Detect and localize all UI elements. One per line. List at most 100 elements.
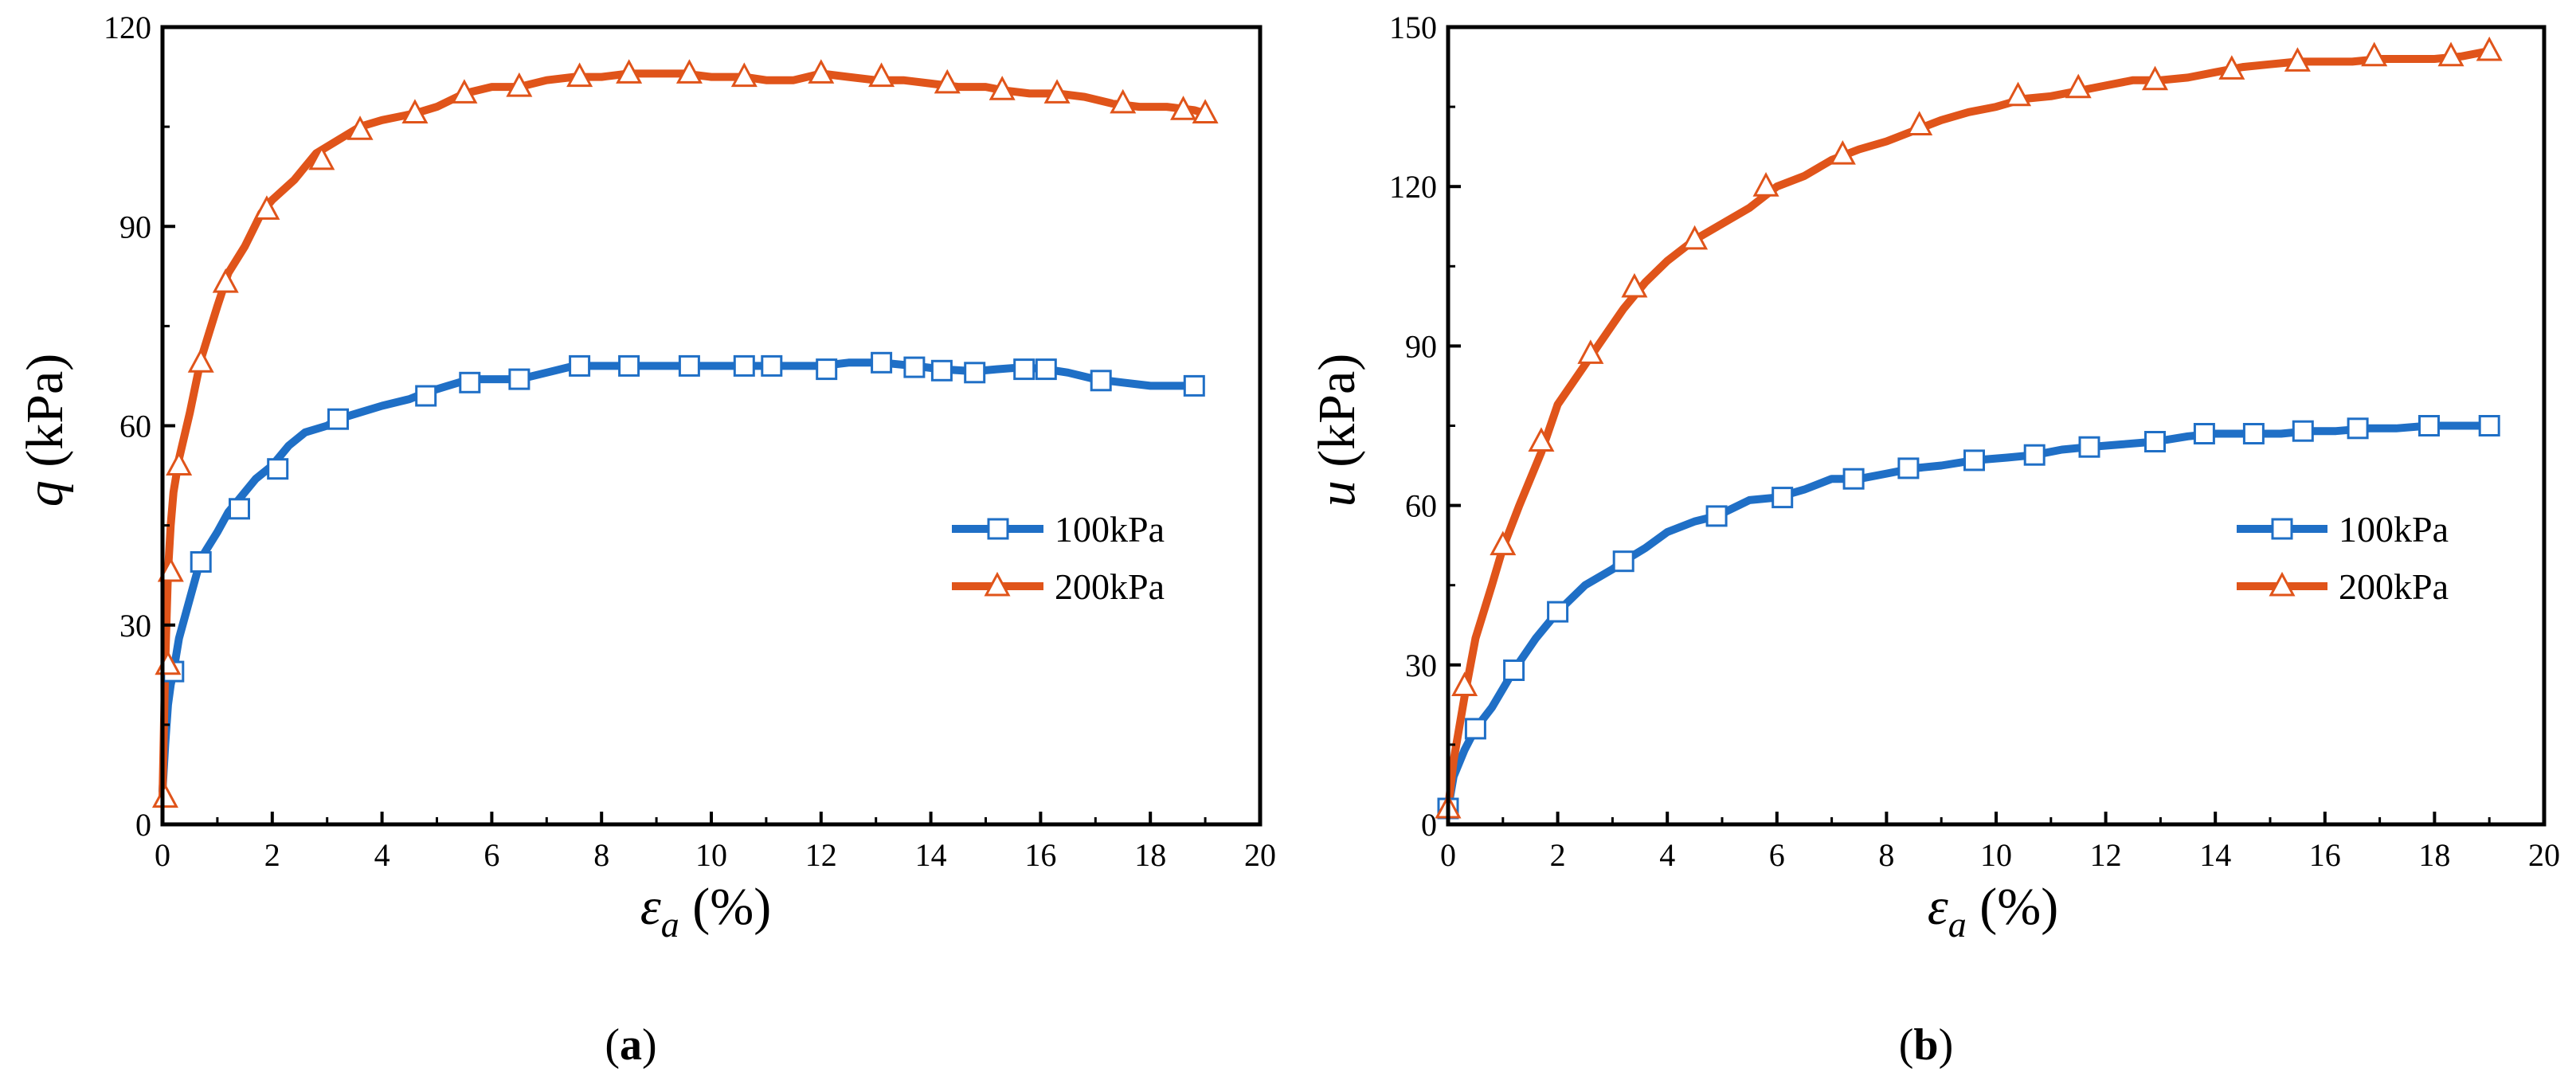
x-tick-label-a: 8 <box>593 837 609 873</box>
marker-b-100 <box>1547 601 1569 623</box>
y-tick-label-b: 150 <box>1389 10 1437 45</box>
marker-a-200 <box>730 62 758 88</box>
x-tick-label-a: 10 <box>695 837 727 873</box>
marker-a-100 <box>190 551 212 573</box>
legend-a-marker-200 <box>984 571 1011 597</box>
marker-a-100 <box>733 354 755 377</box>
marker-a-200 <box>151 783 178 808</box>
marker-a-200 <box>1170 96 1197 120</box>
marker-a-200 <box>308 145 335 170</box>
marker-a-100 <box>1035 358 1057 381</box>
marker-b-100 <box>2144 431 2166 452</box>
x-tick-label-b: 0 <box>1440 837 1456 873</box>
marker-b-100 <box>1771 487 1794 509</box>
marker-b-200 <box>1906 111 1933 135</box>
x-tick-label-b: 10 <box>1980 837 2012 873</box>
marker-b-100 <box>1897 457 1920 479</box>
y-tick-label-b: 0 <box>1421 807 1437 843</box>
marker-b-100 <box>1503 660 1525 681</box>
marker-a-100 <box>569 354 591 377</box>
legend-b: 100kPa 200kPa <box>2237 509 2449 607</box>
marker-b-200 <box>2218 55 2245 80</box>
marker-a-100 <box>229 498 250 520</box>
y-tick-label-a: 120 <box>104 10 151 45</box>
marker-a-100 <box>267 458 289 480</box>
marker-a-100 <box>327 408 349 430</box>
marker-a-200 <box>934 68 961 94</box>
marker-b-100 <box>2292 420 2314 442</box>
marker-a-100 <box>415 385 437 407</box>
marker-b-200 <box>1752 172 1779 197</box>
legend-b-label-100: 100kPa <box>2339 509 2449 550</box>
marker-a-200 <box>451 79 478 104</box>
x-tick-label-a: 2 <box>264 837 280 873</box>
x-tick-label-b: 20 <box>2528 837 2560 873</box>
x-tick-label-b: 18 <box>2418 837 2450 873</box>
marker-b-100 <box>1612 550 1634 573</box>
y-tick-label-b: 120 <box>1389 169 1437 205</box>
marker-b-100 <box>2078 436 2100 458</box>
y-tick-label-b: 30 <box>1405 648 1437 683</box>
legend-b-label-200: 200kPa <box>2339 566 2449 607</box>
marker-a-200 <box>1043 79 1071 104</box>
panel-label-a: (a) <box>605 1020 656 1070</box>
x-tick-label-b: 6 <box>1769 837 1785 873</box>
marker-a-100 <box>618 354 640 377</box>
x-tick-label-b: 4 <box>1659 837 1675 873</box>
marker-b-200 <box>1829 139 1856 165</box>
legend-a-label-100: 100kPa <box>1055 509 1165 550</box>
plot-area-b <box>1435 36 2503 820</box>
marker-b-200 <box>1577 339 1604 364</box>
marker-a-200 <box>253 195 280 220</box>
marker-a-100 <box>816 358 838 381</box>
marker-a-100 <box>903 356 926 378</box>
y-tick-label-a: 60 <box>119 409 151 444</box>
y-axis-title-b: u (kPa) <box>1308 354 1366 507</box>
legend-b-marker-100 <box>2271 518 2293 540</box>
x-tick-label-b: 16 <box>2309 837 2341 873</box>
marker-a-200 <box>157 557 184 582</box>
marker-b-200 <box>1451 671 1478 696</box>
marker-a-200 <box>616 59 643 84</box>
legend-b-marker-200 <box>2269 571 2296 597</box>
marker-a-200 <box>566 62 593 88</box>
marker-a-100 <box>930 359 953 382</box>
marker-a-200 <box>401 99 429 123</box>
marker-a-200 <box>675 59 703 84</box>
marker-b-200 <box>2284 47 2311 72</box>
marker-b-100 <box>2193 423 2215 444</box>
marker-a-200 <box>346 115 374 140</box>
marker-a-200 <box>1192 99 1219 123</box>
marker-b-200 <box>2005 81 2032 107</box>
x-tick-label-a: 18 <box>1134 837 1166 873</box>
x-tick-label-b: 2 <box>1550 837 1566 873</box>
marker-b-100 <box>2478 415 2500 436</box>
y-tick-label-a: 90 <box>119 209 151 245</box>
marker-b-100 <box>2242 423 2265 444</box>
marker-a-100 <box>678 354 700 377</box>
marker-a-100 <box>508 368 530 390</box>
marker-a-200 <box>868 62 895 88</box>
marker-a-100 <box>1090 370 1112 392</box>
marker-a-200 <box>166 451 193 476</box>
marker-b-100 <box>2347 417 2369 440</box>
x-tick-label-a: 6 <box>483 837 499 873</box>
panel-a: 100kPa 200kPa εa (%) q (kPa) (a) 0 2 4 6 8 10… <box>16 10 1276 1070</box>
x-tick-label-a: 4 <box>374 837 390 873</box>
marker-b-100 <box>1963 449 1985 472</box>
x-tick-label-a: 0 <box>155 837 170 873</box>
marker-b-100 <box>2023 444 2046 466</box>
marker-b-200 <box>1681 225 1709 250</box>
x-tick-label-b: 12 <box>2090 837 2122 873</box>
marker-b-200 <box>2142 65 2169 91</box>
y-tick-label-a: 0 <box>135 807 151 843</box>
marker-a-100 <box>1013 358 1035 381</box>
legend-a: 100kPa 200kPa <box>952 509 1165 607</box>
marker-b-200 <box>1528 427 1555 452</box>
panel-b: 100kPa 200kPa εa (%) u (kPa) (b) 0 2 4 6 8 10… <box>1308 10 2560 1070</box>
series-line-a-100 <box>159 358 1199 796</box>
x-tick-label-a: 12 <box>805 837 837 873</box>
x-tick-label-b: 14 <box>2199 837 2231 873</box>
marker-b-100 <box>1464 718 1486 740</box>
